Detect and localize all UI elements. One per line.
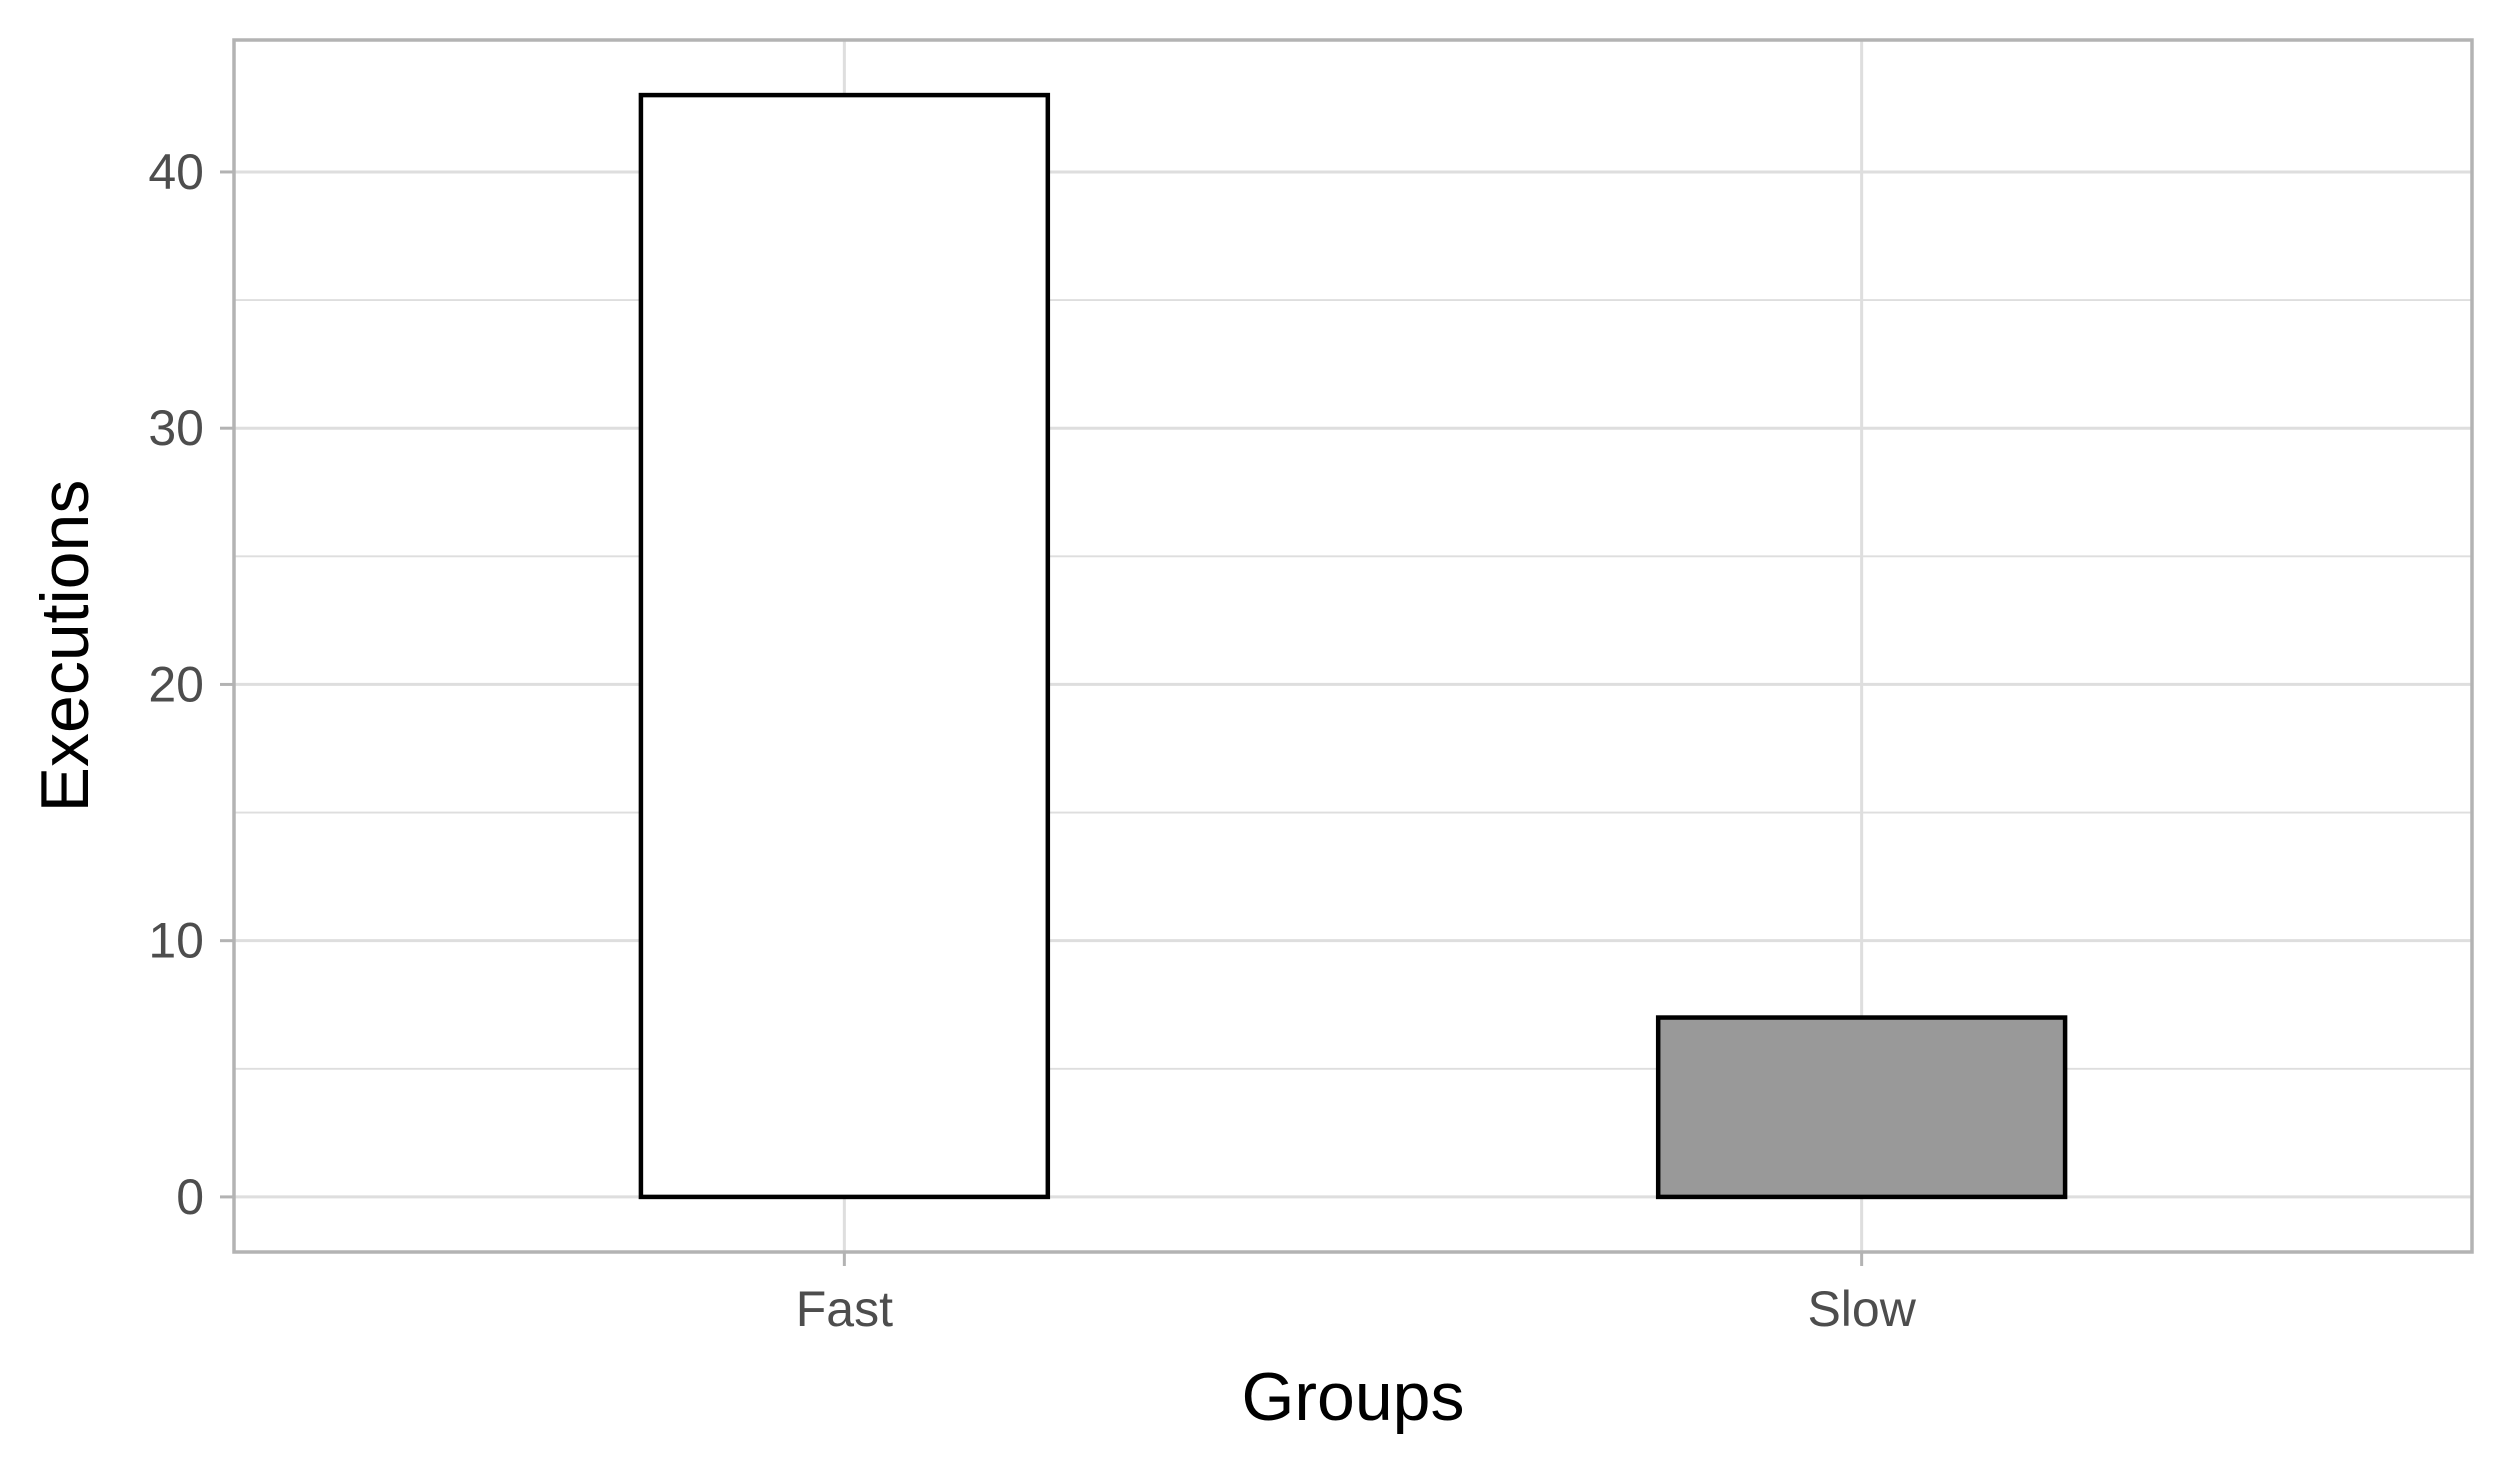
x-axis: Fast Slow xyxy=(796,1252,1917,1337)
y-tick-label: 0 xyxy=(176,1169,204,1225)
y-tick-label: 30 xyxy=(148,400,204,456)
y-axis-title: Executions xyxy=(27,480,103,813)
y-axis: 0 10 20 30 40 xyxy=(148,144,234,1225)
x-tick-label: Fast xyxy=(796,1281,893,1337)
x-tick-label: Slow xyxy=(1807,1281,1916,1337)
y-tick-label: 10 xyxy=(148,913,204,969)
x-axis-title: Groups xyxy=(1242,1359,1465,1435)
bars xyxy=(638,92,2068,1200)
y-tick-label: 20 xyxy=(148,656,204,712)
panel-border xyxy=(232,38,2474,1254)
bar-slow xyxy=(1655,1015,2068,1200)
y-tick-label: 40 xyxy=(148,144,204,200)
bar-fast xyxy=(638,92,1051,1200)
